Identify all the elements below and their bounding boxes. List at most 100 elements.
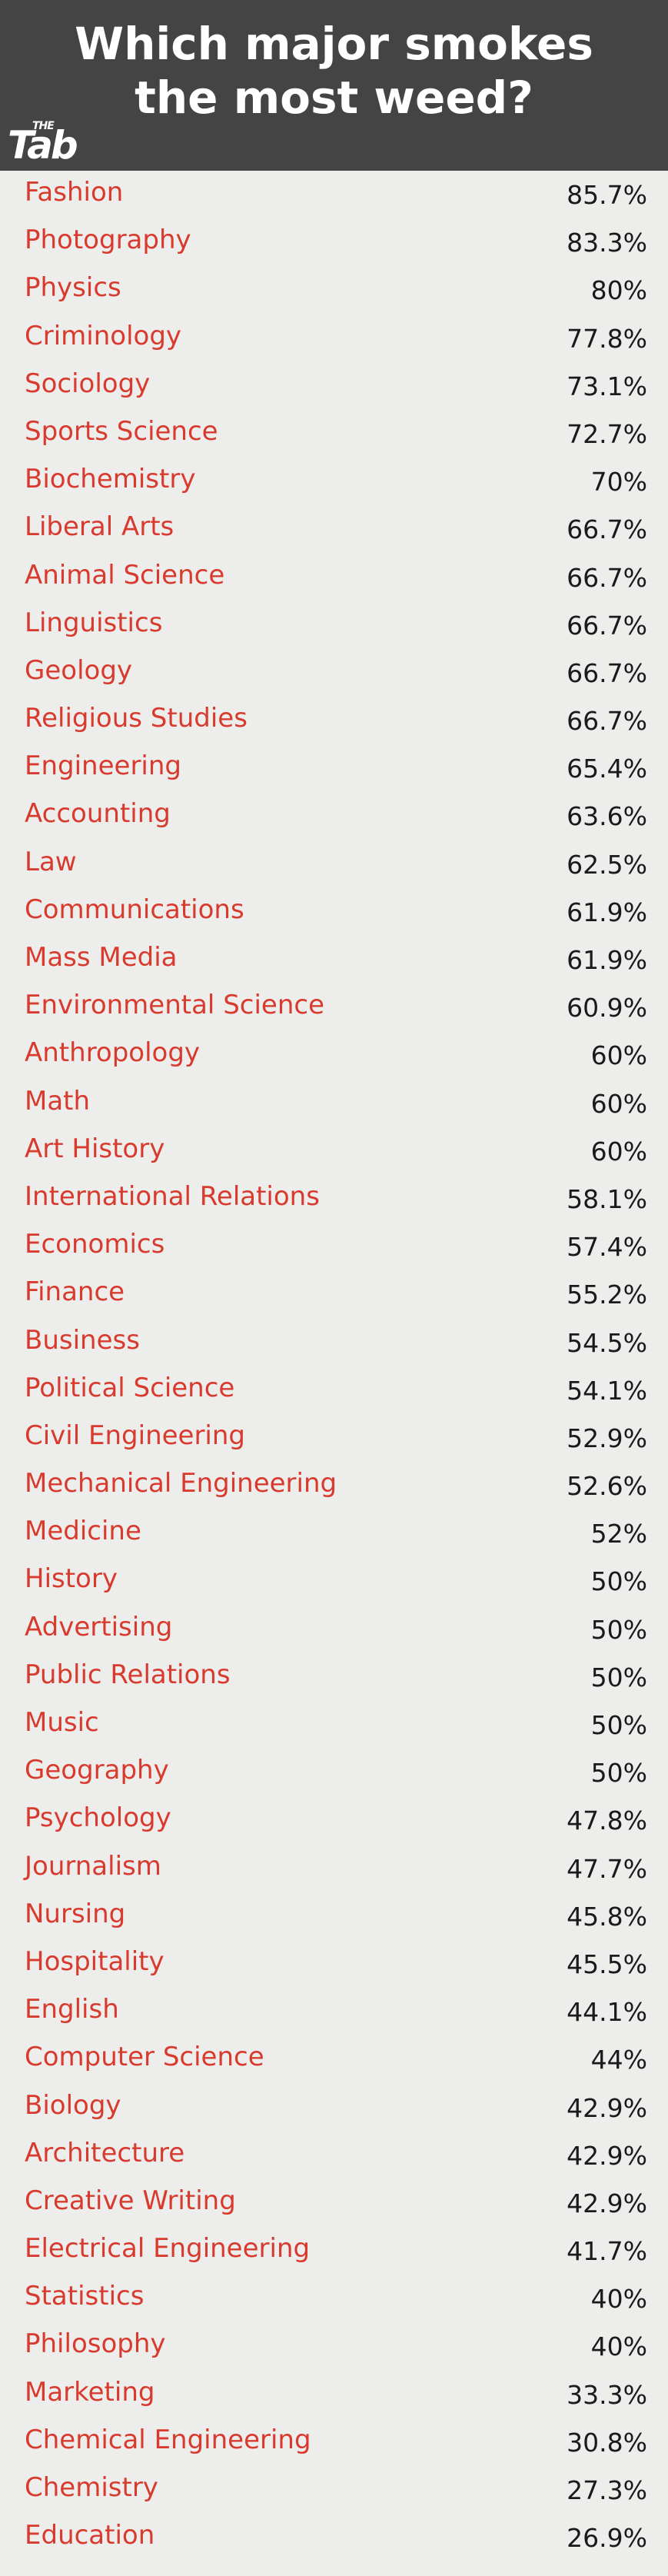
table-row: Communications 61.9% — [0, 888, 668, 936]
table-row: Medicine 52% — [0, 1509, 668, 1557]
percent-value: 61.9% — [567, 945, 647, 975]
table-row: Geology 66.7% — [0, 649, 668, 697]
major-label: Philosophy — [25, 2328, 166, 2360]
table-row: Biochemistry 70% — [0, 458, 668, 505]
table-row: Hospitality 45.5% — [0, 1940, 668, 1988]
major-label: Biochemistry — [25, 464, 196, 495]
table-row: Music 50% — [0, 1701, 668, 1749]
percent-value: 80% — [590, 275, 647, 306]
percent-value: 26.9% — [567, 2523, 647, 2554]
major-label: Religious Studies — [25, 703, 248, 734]
table-row: Journalism 47.7% — [0, 1845, 668, 1892]
major-label: International Relations — [25, 1180, 320, 1212]
table-row: Anthropology 60% — [0, 1031, 668, 1079]
percent-value: 50% — [590, 1662, 647, 1692]
percent-value: 85.7% — [567, 180, 647, 210]
percent-value: 62.5% — [567, 849, 647, 880]
major-label: Economics — [25, 1229, 165, 1260]
table-row: Architecture 42.9% — [0, 2132, 668, 2179]
major-label: Law — [25, 846, 77, 877]
table-row: History 50% — [0, 1557, 668, 1605]
major-label: Math — [25, 1085, 91, 1117]
major-label: Journalism — [25, 1850, 161, 1882]
percent-value: 60% — [590, 1088, 647, 1119]
table-row: International Relations 58.1% — [0, 1175, 668, 1223]
table-row: Mass Media 61.9% — [0, 936, 668, 983]
percent-value: 52.9% — [567, 1423, 647, 1453]
table-row: Economics 57.4% — [0, 1223, 668, 1270]
major-label: Psychology — [25, 1802, 171, 1834]
major-label: Marketing — [25, 2376, 155, 2408]
table-row: Sports Science 72.7% — [0, 410, 668, 458]
major-label: Advertising — [25, 1611, 173, 1642]
table-row: Philosophy 40% — [0, 2322, 668, 2370]
table-row: Education 26.9% — [0, 2514, 668, 2561]
major-label: Computer Science — [25, 2042, 264, 2073]
percent-value: 66.7% — [567, 562, 647, 593]
percent-value: 44.1% — [567, 1997, 647, 2028]
major-label: Mass Media — [25, 942, 178, 973]
percent-value: 73.1% — [567, 371, 647, 401]
major-label: History — [25, 1563, 118, 1595]
table-row: Political Science 54.1% — [0, 1366, 668, 1414]
table-row: Photography 83.3% — [0, 218, 668, 266]
percent-value: 30.8% — [567, 2427, 647, 2458]
major-label: Public Relations — [25, 1659, 231, 1690]
percent-value: 52% — [590, 1519, 647, 1549]
percent-value: 66.7% — [567, 657, 647, 688]
major-label: Physics — [25, 272, 121, 304]
logo-tab-text: Tab — [8, 123, 78, 168]
percent-value: 47.8% — [567, 1806, 647, 1836]
major-label: Architecture — [25, 2137, 185, 2168]
percent-value: 63.6% — [567, 801, 647, 832]
major-label: Education — [25, 2520, 155, 2551]
percent-value: 47.7% — [567, 1853, 647, 1884]
table-row: Liberal Arts 66.7% — [0, 505, 668, 553]
major-label: Sports Science — [25, 415, 218, 447]
percent-value: 50% — [590, 1710, 647, 1740]
table-row: Business 54.5% — [0, 1319, 668, 1366]
major-label: Criminology — [25, 320, 182, 351]
percent-value: 45.5% — [567, 1949, 647, 1979]
percent-value: 65.4% — [567, 754, 647, 784]
percent-value: 83.3% — [567, 228, 647, 258]
percent-value: 42.9% — [567, 2092, 647, 2123]
majors-table: Fashion 85.7% Photography 83.3% Physics 80% Cr… — [0, 171, 668, 2561]
table-row: Finance 55.2% — [0, 1270, 668, 1318]
percent-value: 60% — [590, 1040, 647, 1071]
major-label: Anthropology — [25, 1037, 201, 1069]
percent-value: 41.7% — [567, 2236, 647, 2267]
table-row: Statistics 40% — [0, 2275, 668, 2322]
table-row: Computer Science 44% — [0, 2035, 668, 2083]
major-label: Mechanical Engineering — [25, 1468, 337, 1499]
percent-value: 54.5% — [567, 1327, 647, 1358]
table-row: Art History 60% — [0, 1127, 668, 1175]
the-tab-logo: THE Tab — [8, 120, 98, 166]
major-label: Sociology — [25, 368, 151, 399]
percent-value: 55.2% — [567, 1280, 647, 1310]
major-label: Civil Engineering — [25, 1419, 246, 1451]
table-row: Environmental Science 60.9% — [0, 983, 668, 1031]
major-label: Chemistry — [25, 2472, 158, 2503]
major-label: Political Science — [25, 1372, 235, 1403]
major-label: Photography — [25, 225, 191, 256]
percent-value: 50% — [590, 1566, 647, 1597]
percent-value: 45.8% — [567, 1901, 647, 1932]
percent-value: 42.9% — [567, 2188, 647, 2218]
major-label: Environmental Science — [25, 990, 324, 1021]
percent-value: 33.3% — [567, 2379, 647, 2410]
table-row: Engineering 65.4% — [0, 744, 668, 792]
percent-value: 66.7% — [567, 610, 647, 641]
percent-value: 60.9% — [567, 993, 647, 1023]
percent-value: 42.9% — [567, 2140, 647, 2171]
percent-value: 50% — [590, 1614, 647, 1645]
percent-value: 60% — [590, 1136, 647, 1167]
major-label: Electrical Engineering — [25, 2233, 311, 2265]
table-row: Chemical Engineering 30.8% — [0, 2418, 668, 2466]
major-label: Statistics — [25, 2281, 145, 2312]
page-title: Which major smokes the most weed? — [75, 18, 593, 124]
percent-value: 44% — [590, 2045, 647, 2075]
major-label: English — [25, 1994, 119, 2025]
table-row: Sociology 73.1% — [0, 362, 668, 410]
major-label: Accounting — [25, 798, 171, 830]
